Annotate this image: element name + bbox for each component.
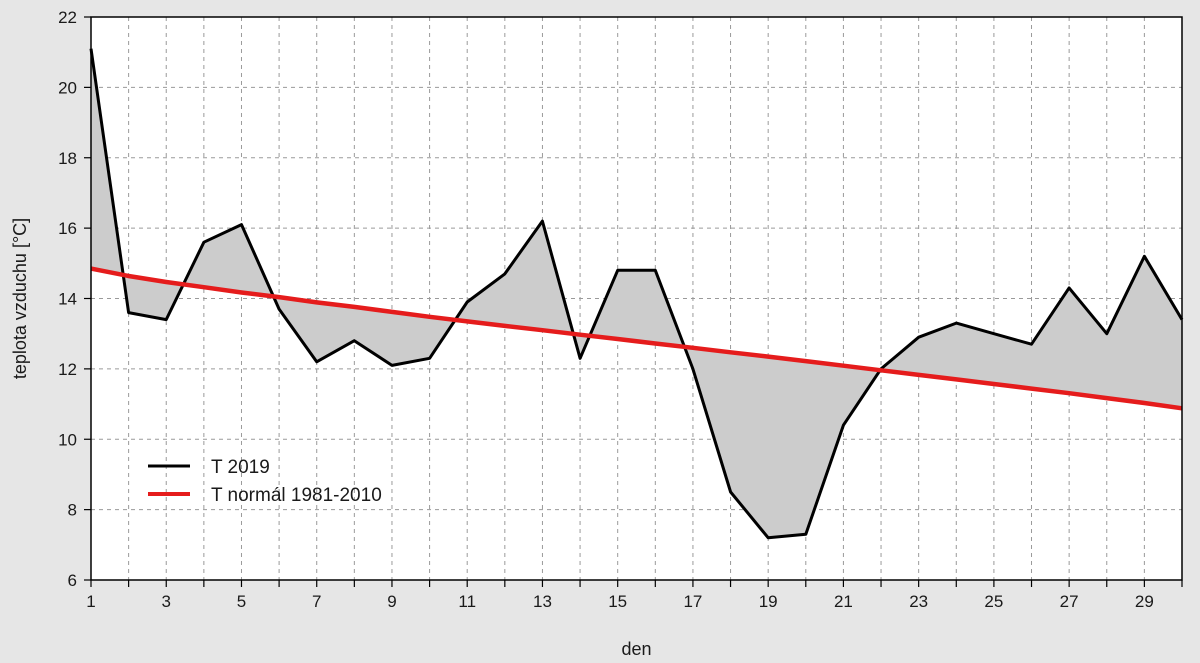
- x-tick-label: 27: [1060, 592, 1079, 611]
- x-tick-label: 9: [387, 592, 396, 611]
- y-tick-label: 6: [68, 571, 77, 590]
- x-tick-label: 13: [533, 592, 552, 611]
- y-tick-label: 16: [58, 219, 77, 238]
- x-tick-label: 11: [458, 592, 476, 611]
- legend-label-t2019: T 2019: [211, 457, 270, 478]
- x-tick-label: 7: [312, 592, 321, 611]
- x-tick-label: 21: [834, 592, 853, 611]
- y-tick-label: 10: [58, 430, 77, 449]
- x-tick-label: 19: [759, 592, 778, 611]
- y-tick-label: 18: [58, 149, 77, 168]
- legend-label-normal: T normál 1981-2010: [211, 485, 382, 506]
- y-tick-label: 22: [58, 8, 77, 27]
- series-lines: [89, 48, 1184, 540]
- x-tick-label: 1: [86, 592, 95, 611]
- x-axis: 1 3 5 7 9 11 13 15 17 19 21 23 25 27 29: [86, 580, 1183, 611]
- x-tick-label: 15: [608, 592, 627, 611]
- y-tick-label: 20: [58, 78, 77, 97]
- difference-fill-area: [91, 48, 1182, 538]
- y-axis-label: teplota vzduchu [°C]: [10, 218, 30, 379]
- x-tick-label: 5: [237, 592, 246, 611]
- x-axis-label: den: [621, 639, 651, 659]
- y-tick-label: 12: [58, 360, 77, 379]
- legend: T 2019 T normál 1981-2010: [148, 457, 382, 506]
- x-tick-label: 17: [683, 592, 702, 611]
- x-tick-label: 29: [1135, 592, 1154, 611]
- x-tick-label: 23: [909, 592, 928, 611]
- x-tick-label: 3: [162, 592, 171, 611]
- y-tick-label: 8: [68, 501, 77, 520]
- x-tick-label: 25: [984, 592, 1003, 611]
- y-tick-label: 14: [58, 290, 77, 309]
- y-axis: 6 8 10 12 14 16 18 20 22: [58, 8, 91, 590]
- series-line-normal: [90, 266, 1183, 411]
